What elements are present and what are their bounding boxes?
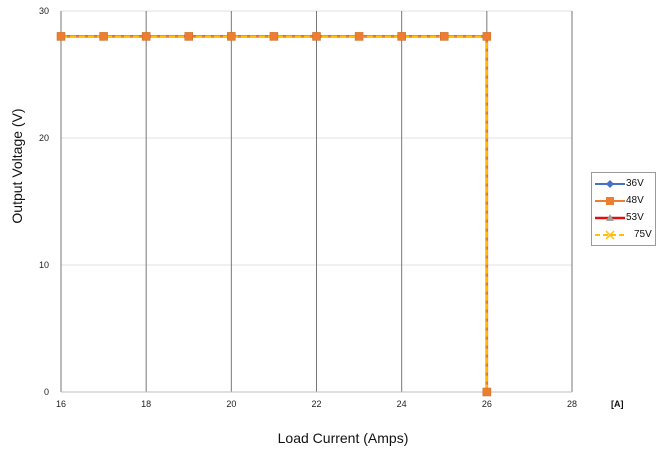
- legend-label-36v: 36V: [626, 178, 644, 189]
- marker-48v: [354, 32, 364, 41]
- x-axis-title: Load Current (Amps): [278, 430, 409, 446]
- legend-swatch-48v: [595, 197, 625, 205]
- series-layer: [56, 32, 492, 397]
- legend-label-75v: 75V: [634, 229, 652, 240]
- x-tick-label: 22: [311, 399, 321, 409]
- legend-item-75v: 75V: [592, 227, 656, 243]
- x-tick-label: 20: [226, 399, 236, 409]
- marker-48v: [482, 387, 492, 397]
- y-tick-label: 10: [39, 260, 49, 270]
- x-tick-label: 26: [482, 399, 492, 409]
- y-tick-label: 20: [39, 133, 49, 143]
- marker-48v: [440, 32, 449, 41]
- series-line-36v: [61, 35, 488, 392]
- x-tick-label: 16: [56, 399, 66, 409]
- legend-item-53v: 53V: [592, 210, 656, 226]
- x-unit-label: [A]: [611, 399, 624, 409]
- marker-48v: [397, 32, 406, 41]
- y-tick-label: 0: [44, 387, 49, 397]
- legend-label-48v: 48V: [626, 195, 644, 206]
- legend-item-36v: 36V: [592, 176, 656, 192]
- marker-48v: [227, 32, 236, 41]
- marker-48v: [99, 32, 108, 41]
- x-tick-label: 18: [141, 399, 151, 409]
- legend-item-48v: 48V: [592, 193, 656, 209]
- series-line-75v: [61, 35, 488, 392]
- series-line-53v: [61, 35, 489, 392]
- legend: 36V 48V 53V 75V: [591, 172, 656, 246]
- legend-label-53v: 53V: [626, 212, 644, 223]
- y-axis-title: Output Voltage (V): [9, 108, 25, 223]
- tick-labels: 16 18 20 22 24 26 28 0 10 20 30: [39, 6, 577, 409]
- legend-swatch-75v: [595, 230, 625, 240]
- x-tick-label: 28: [567, 399, 577, 409]
- grid: [60, 10, 573, 393]
- x-tick-label: 24: [397, 399, 407, 409]
- marker-48v: [184, 32, 193, 41]
- marker-48v: [56, 32, 66, 41]
- legend-swatch-53v: [595, 214, 625, 221]
- legend-swatch-36v: [595, 180, 625, 188]
- marker-48v: [312, 32, 321, 41]
- y-tick-label: 30: [39, 6, 49, 16]
- marker-48v: [269, 32, 279, 41]
- marker-48v: [141, 32, 151, 41]
- marker-48v: [482, 32, 492, 41]
- series-line-48v: [61, 35, 488, 392]
